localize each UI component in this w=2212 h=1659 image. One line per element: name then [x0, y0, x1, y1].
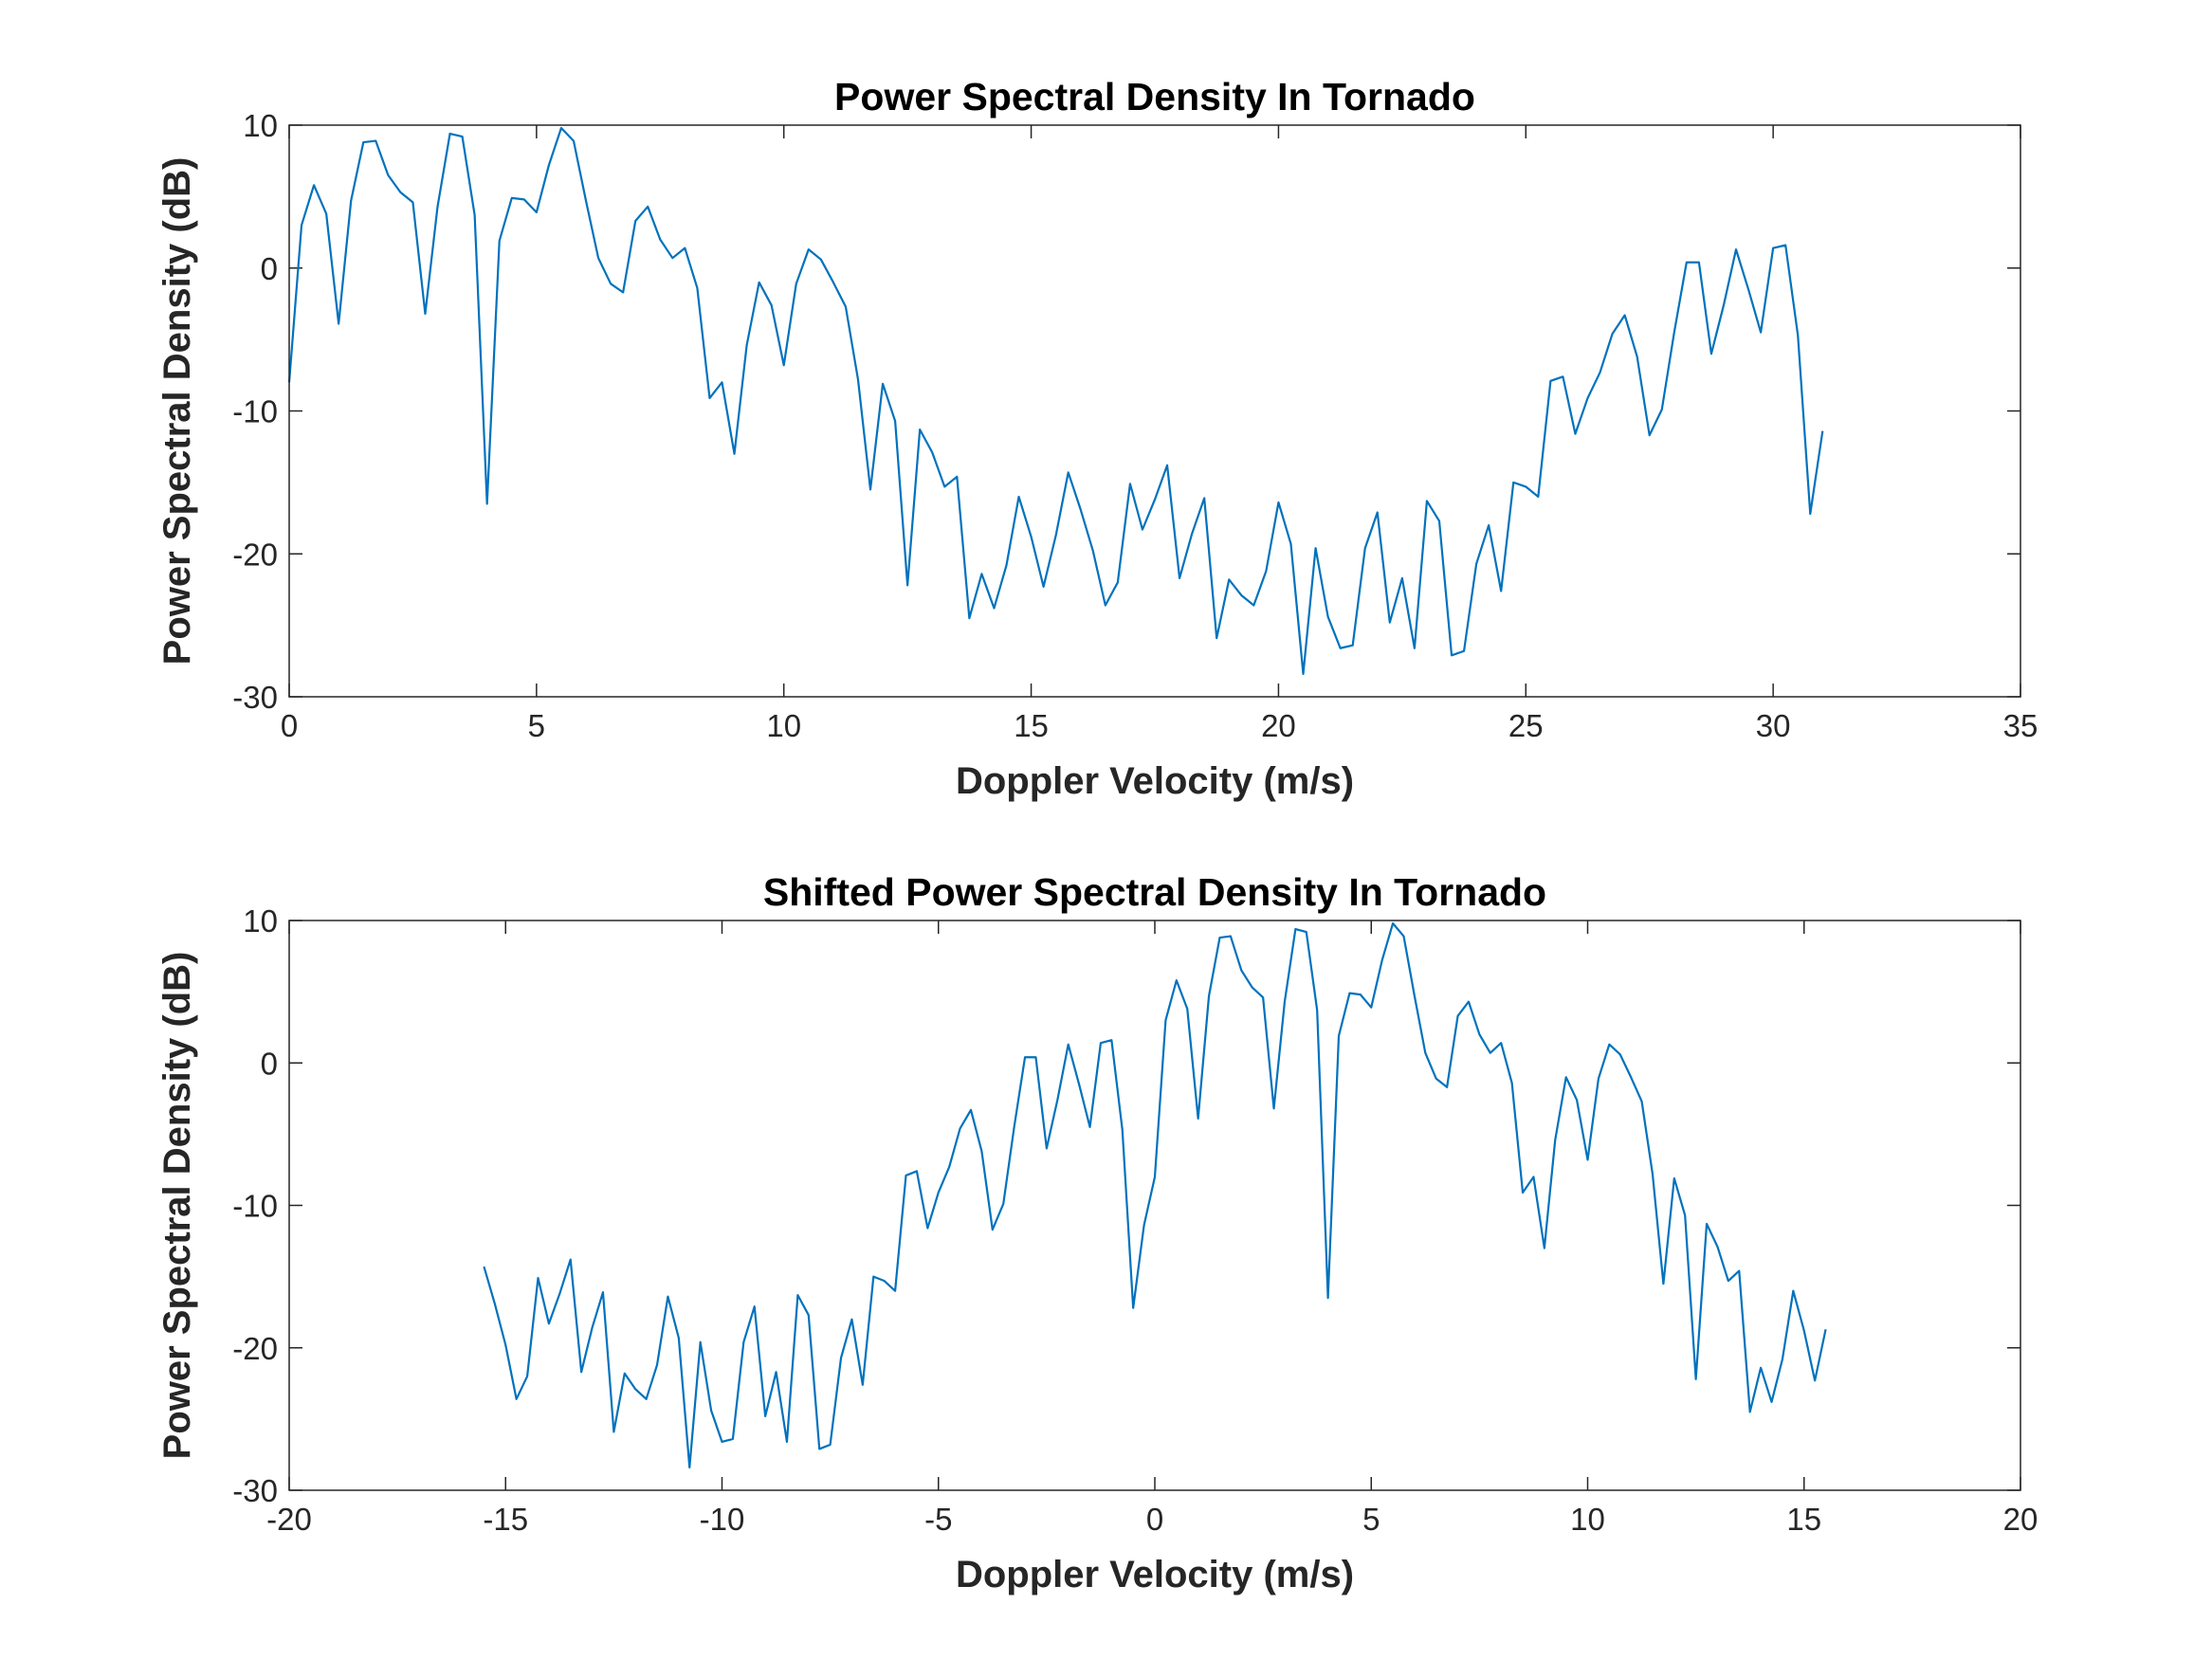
x-tick-label: -5 — [924, 1502, 952, 1537]
x-tick-label: 30 — [1756, 708, 1791, 743]
x-tick-label: 0 — [281, 708, 298, 743]
data-line — [287, 126, 1824, 675]
y-axis-label: Power Spectral Density (dB) — [156, 157, 198, 665]
chart-title: Shifted Power Spectral Density In Tornad… — [763, 870, 1546, 914]
x-tick-label: -20 — [266, 1502, 312, 1537]
y-tick-label: 0 — [261, 251, 278, 286]
x-tick-label: 0 — [1146, 1502, 1163, 1537]
x-tick-label: 15 — [1786, 1502, 1821, 1537]
x-tick-label: 35 — [2003, 708, 2038, 743]
x-tick-label: 20 — [1261, 708, 1296, 743]
x-tick-label: 5 — [1362, 1502, 1380, 1537]
y-tick-label: -10 — [232, 394, 278, 429]
data-line — [483, 921, 1827, 1469]
x-tick-label: 10 — [1570, 1502, 1605, 1537]
axes-box — [288, 124, 2021, 698]
axes-box — [288, 920, 2021, 1491]
y-tick-label: -20 — [232, 537, 278, 572]
x-axis-label: Doppler Velocity (m/s) — [956, 1554, 1354, 1595]
y-tick-label: 10 — [243, 108, 278, 143]
y-tick-label: -30 — [232, 680, 278, 715]
x-tick-label: 25 — [1508, 708, 1544, 743]
x-tick-label: -15 — [483, 1502, 528, 1537]
x-tick-label: -10 — [700, 1502, 745, 1537]
chart-title: Power Spectral Density In Tornado — [834, 75, 1475, 118]
x-axis-label: Doppler Velocity (m/s) — [956, 760, 1354, 802]
y-tick-label: -10 — [232, 1189, 278, 1224]
y-tick-label: -30 — [232, 1473, 278, 1508]
x-tick-label: 20 — [2003, 1502, 2038, 1537]
x-tick-label: 5 — [528, 708, 545, 743]
x-tick-label: 10 — [766, 708, 801, 743]
y-tick-label: 10 — [243, 903, 278, 939]
y-tick-label: 0 — [261, 1046, 278, 1081]
x-tick-label: 15 — [1014, 708, 1049, 743]
y-axis-label: Power Spectral Density (dB) — [156, 952, 198, 1460]
y-tick-label: -20 — [232, 1331, 278, 1366]
